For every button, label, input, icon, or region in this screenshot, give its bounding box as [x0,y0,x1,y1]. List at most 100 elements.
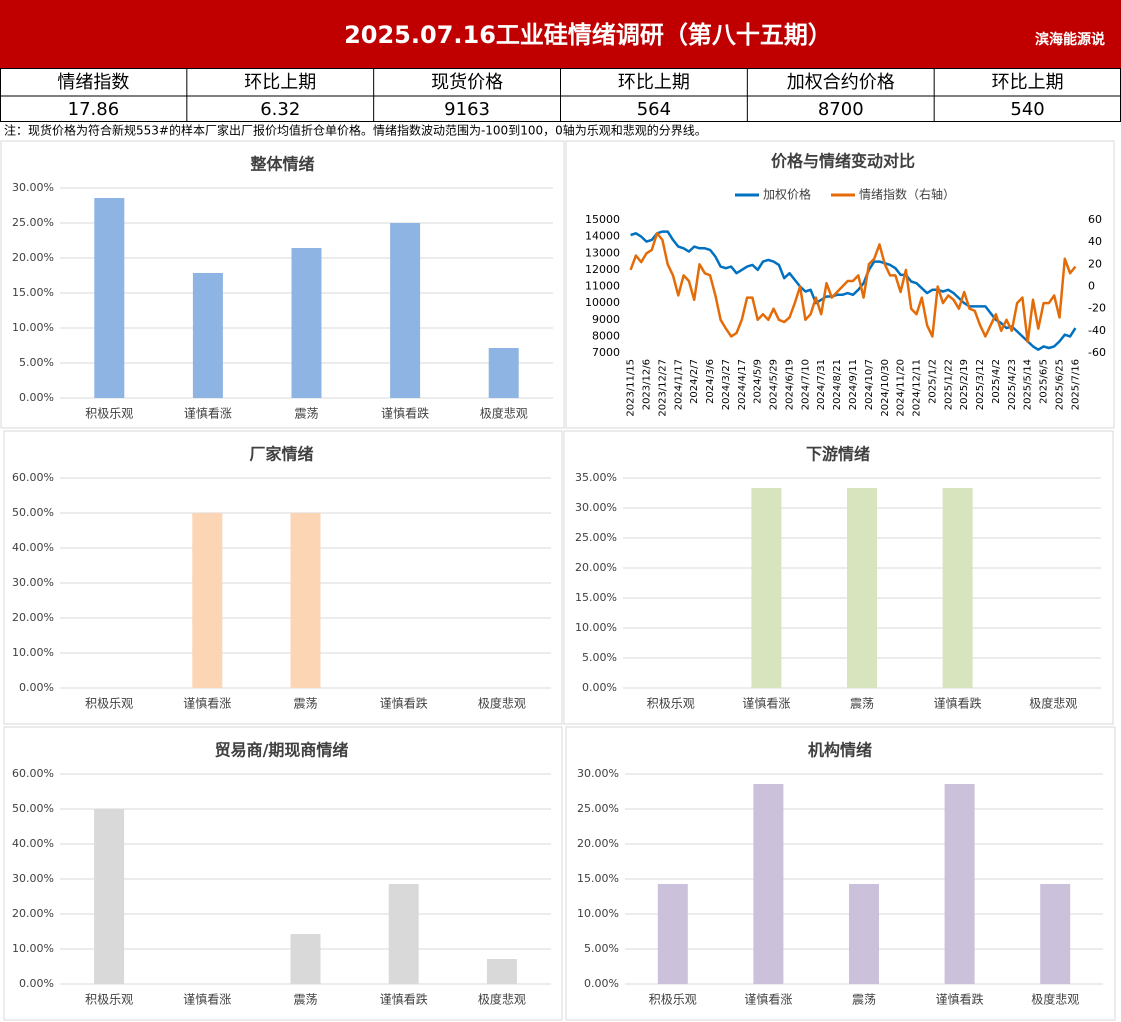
x-tick-label: 谨慎看涨 [742,696,790,711]
x-tick-label: 谨慎看跌 [934,696,982,711]
panel-frame [565,726,1116,1021]
x-tick-label: 震荡 [850,697,874,711]
x-tick-label: 2024/10/7 [864,359,875,410]
bar [942,488,973,688]
y-tick-label: 0.00% [19,391,54,404]
x-tick-label: 2025/4/23 [1007,359,1018,410]
bar [751,488,782,688]
y2-tick-label: 40 [1088,235,1102,248]
y-tick-label: 13000 [585,246,620,259]
y2-tick-label: -60 [1088,346,1106,359]
table-header: 环比上期 [992,72,1064,93]
table-value: 17.86 [68,99,120,120]
bar [290,513,321,688]
y-tick-label: 0.00% [19,977,54,990]
bar [94,809,125,984]
x-tick-label: 震荡 [293,993,317,1007]
bar [1040,883,1071,984]
bar [290,933,321,984]
x-tick-label: 2025/5/14 [1023,359,1034,410]
x-tick-label: 2024/2/7 [689,359,700,404]
panel-frame [0,140,565,429]
y-tick-label: 5.00% [19,356,54,369]
y-tick-label: 35.00% [575,471,617,484]
x-tick-label: 2024/5/29 [769,359,780,410]
x-tick-label: 震荡 [852,993,876,1007]
y-tick-label: 10.00% [12,942,54,955]
y-tick-label: 20.00% [12,251,54,264]
table-header: 情绪指数 [57,72,129,93]
y-tick-label: 60.00% [12,471,54,484]
chart-title: 厂家情绪 [249,445,313,464]
x-tick-label: 谨慎看涨 [183,696,231,711]
y-tick-label: 60.00% [12,767,54,780]
x-tick-label: 2023/12/6 [642,359,653,410]
x-tick-label: 2024/12/11 [912,359,923,417]
y2-tick-label: 20 [1088,257,1102,270]
line-series [629,232,1077,344]
x-tick-label: 谨慎看跌 [380,696,428,711]
y-tick-label: 25.00% [12,216,54,229]
y2-tick-label: 60 [1088,213,1102,226]
x-tick-label: 极度悲观 [480,406,528,421]
y-tick-label: 25.00% [577,802,619,815]
y-tick-label: 40.00% [12,541,54,554]
x-tick-label: 2024/3/6 [705,359,716,404]
y2-tick-label: -20 [1088,302,1106,315]
bar [388,884,419,984]
x-tick-label: 2024/11/20 [896,359,907,417]
panels [0,140,1116,1021]
x-tick-label: 2025/1/22 [943,359,954,410]
x-tick-label: 震荡 [293,697,317,711]
chart-title: 机构情绪 [808,741,872,760]
x-tick-label: 2025/3/12 [975,359,986,410]
y-tick-label: 25.00% [575,531,617,544]
y-tick-label: 30.00% [12,872,54,885]
bar [390,223,421,398]
x-tick-label: 2023/12/27 [657,359,668,417]
y2-tick-label: -40 [1088,324,1106,337]
x-tick-label: 2024/7/31 [816,359,827,410]
bar [849,883,879,984]
y-tick-label: 50.00% [12,506,54,519]
table-value: 9163 [444,99,490,120]
x-tick-label: 积极乐观 [647,697,695,711]
x-tick-label: 2025/2/19 [959,359,970,410]
x-tick-label: 震荡 [294,407,318,421]
table-value: 6.32 [260,99,300,120]
bar [944,784,975,984]
y-tick-label: 0.00% [584,977,619,990]
y-tick-label: 30.00% [12,576,54,589]
y-tick-label: 20.00% [12,907,54,920]
x-tick-label: 谨慎看涨 [744,992,792,1007]
y-tick-label: 0.00% [582,681,617,694]
x-tick-label: 谨慎看跌 [380,992,428,1007]
panel-frame [3,430,563,725]
y-tick-label: 12000 [585,263,620,276]
panel-frame [3,726,563,1021]
header-bar [0,0,1121,68]
bar [192,272,223,398]
table-header: 现货价格 [431,72,503,93]
x-tick-label: 谨慎看跌 [381,406,429,421]
table-header: 环比上期 [618,72,690,93]
bar [192,513,223,688]
panel-frame [565,140,1115,429]
x-tick-label: 积极乐观 [85,697,133,711]
x-tick-label: 2025/4/2 [991,359,1002,404]
y-tick-label: 15.00% [575,591,617,604]
x-tick-label: 谨慎看跌 [936,992,984,1007]
y-tick-label: 15.00% [12,286,54,299]
y-tick-label: 40.00% [12,837,54,850]
y-tick-label: 5.00% [584,942,619,955]
bar [291,247,322,398]
table-header: 环比上期 [244,72,316,93]
panel-frame [563,430,1114,725]
x-tick-label: 2024/7/10 [800,359,811,410]
line-series [630,230,1077,351]
x-tick-label: 2025/1/2 [927,359,938,404]
y-tick-label: 20.00% [12,611,54,624]
y-tick-label: 10.00% [577,907,619,920]
bar [753,784,784,984]
